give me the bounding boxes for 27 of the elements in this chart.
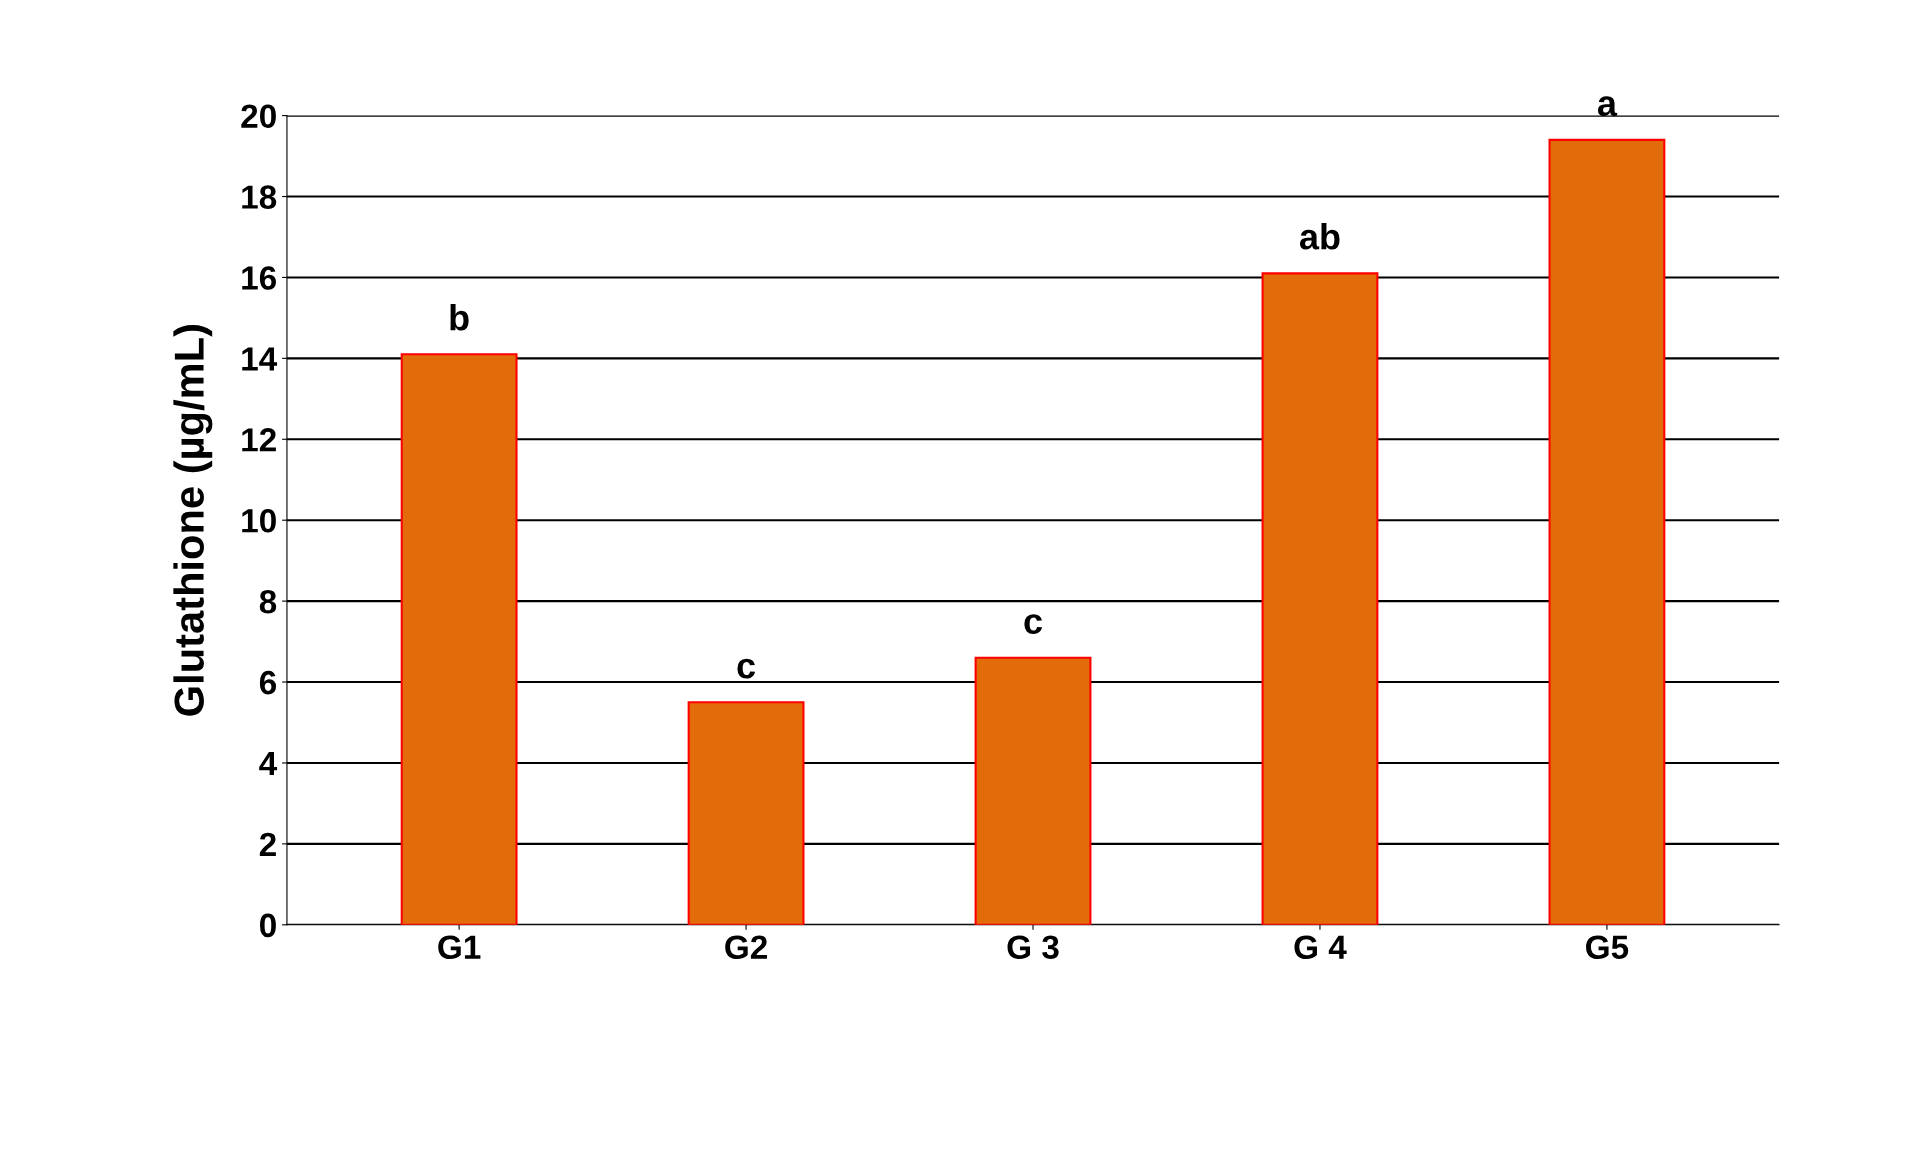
y-tick-label: 10 — [242, 509, 276, 533]
x-tick-label: G1 — [438, 935, 481, 960]
bar — [1548, 138, 1666, 925]
bar — [1261, 272, 1379, 925]
annotation: ab — [1299, 223, 1340, 250]
y-tick-label: 8 — [259, 589, 277, 614]
y-tick-label: 6 — [259, 670, 277, 695]
x-tick-label: G5 — [1586, 935, 1629, 960]
annotation: a — [1597, 96, 1618, 117]
annotation: c — [1024, 614, 1043, 634]
y-tick-label: 12 — [242, 428, 276, 452]
x-tick-label: G2 — [725, 935, 767, 960]
x-tick-label: G 3 — [1007, 935, 1059, 960]
y-tick-label: 18 — [242, 185, 277, 209]
bar — [974, 656, 1092, 925]
bar — [400, 353, 518, 925]
y-tick-label: 20 — [241, 104, 276, 129]
annotation: b — [450, 303, 469, 331]
y-tick-label: 0 — [260, 913, 276, 938]
y-tick-label: 4 — [259, 752, 278, 776]
y-axis-title: Glutathione (µg/mL) — [173, 325, 213, 716]
bar — [687, 701, 805, 925]
x-tick-label: G 4 — [1294, 935, 1347, 960]
y-tick-label: 2 — [259, 832, 276, 856]
y-tick-label: 16 — [242, 266, 277, 290]
y-tick-label: 14 — [242, 347, 278, 371]
annotation: c — [737, 658, 756, 679]
